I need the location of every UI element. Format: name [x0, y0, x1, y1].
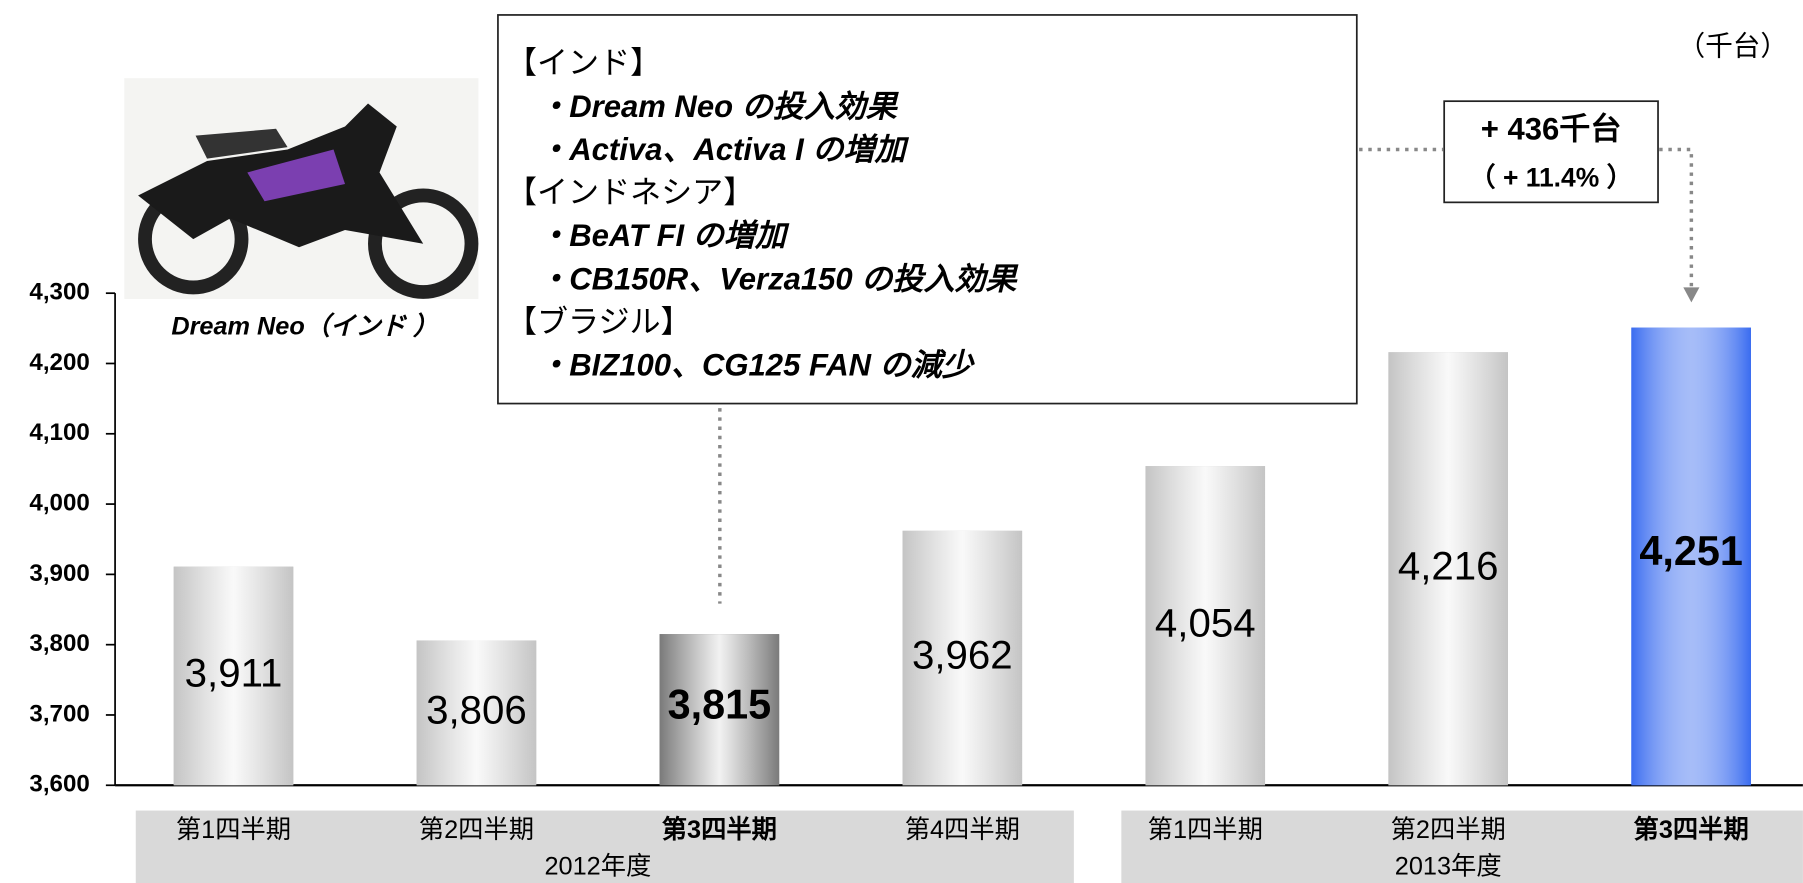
change-amount: + 436千台 — [1481, 111, 1622, 146]
y-tick-label: 3,900 — [29, 560, 89, 587]
value-label: 4,251 — [1639, 528, 1743, 574]
x-tick-label: 第2四半期 — [419, 816, 534, 844]
annotation-line: ・Activa、Activa I の増加 — [538, 132, 909, 167]
arrow-head — [1683, 287, 1700, 303]
annotation-line: ・CB150R、Verza150 の投入効果 — [538, 261, 1019, 296]
y-tick-label: 4,000 — [29, 489, 89, 516]
value-label: 4,216 — [1398, 543, 1499, 588]
group-band — [1121, 810, 1803, 883]
annotation-line: 【ブラジル】 — [506, 304, 692, 339]
x-tick-label: 第3四半期 — [662, 815, 777, 844]
motorcycle-seat — [195, 128, 288, 159]
annotation-box — [497, 14, 1358, 405]
motorcycle-image — [124, 78, 479, 299]
annotation-line: ・BeAT FI の増加 — [538, 218, 790, 253]
annotation-line: 【インド】 — [506, 46, 661, 81]
bar — [173, 566, 294, 786]
bar — [1631, 327, 1751, 786]
connector — [1659, 147, 1694, 288]
group-label: 2013年度 — [1395, 853, 1502, 881]
y-tick-label: 4,300 — [29, 279, 89, 306]
y-tick-label: 3,700 — [29, 700, 89, 727]
annotation-line: ・Dream Neo の投入効果 — [538, 89, 900, 124]
y-tick-label: 3,800 — [29, 630, 89, 657]
x-tick-label: 第1四半期 — [1148, 816, 1263, 844]
x-tick-label: 第2四半期 — [1391, 816, 1506, 844]
value-label: 3,962 — [912, 633, 1013, 678]
x-tick-label: 第4四半期 — [905, 816, 1020, 844]
y-tick-label: 4,100 — [29, 419, 89, 446]
group-label: 2012年度 — [545, 853, 652, 881]
value-label: 3,815 — [668, 681, 772, 727]
x-tick-label: 第3四半期 — [1634, 815, 1749, 844]
value-label: 3,806 — [426, 687, 527, 732]
change-box — [1443, 100, 1659, 204]
change-percent: （ + 11.4% ） — [1469, 162, 1633, 192]
annotation-line: ・BIZ100、CG125 FAN の減少 — [538, 348, 976, 383]
bar — [902, 530, 1023, 786]
motorcycle-panel — [247, 149, 346, 202]
bar — [1388, 352, 1508, 786]
unit-label: （千台） — [1678, 31, 1788, 62]
image-caption: Dream Neo（インド ） — [171, 311, 438, 340]
y-tick-label: 4,200 — [29, 349, 89, 376]
y-tick-label: 3,600 — [29, 771, 89, 798]
x-tick-label: 第1四半期 — [176, 816, 291, 844]
value-label: 3,911 — [185, 651, 283, 696]
annotation-text: 【インド】・Dream Neo の投入効果・Activa、Activa I の増… — [506, 46, 1019, 383]
bar — [1145, 466, 1266, 786]
wheel — [368, 188, 479, 299]
annotation-line: 【インドネシア】 — [506, 175, 754, 210]
bar — [659, 634, 780, 786]
group-band — [135, 810, 1074, 883]
bar — [416, 640, 537, 786]
value-label: 4,054 — [1155, 600, 1256, 645]
